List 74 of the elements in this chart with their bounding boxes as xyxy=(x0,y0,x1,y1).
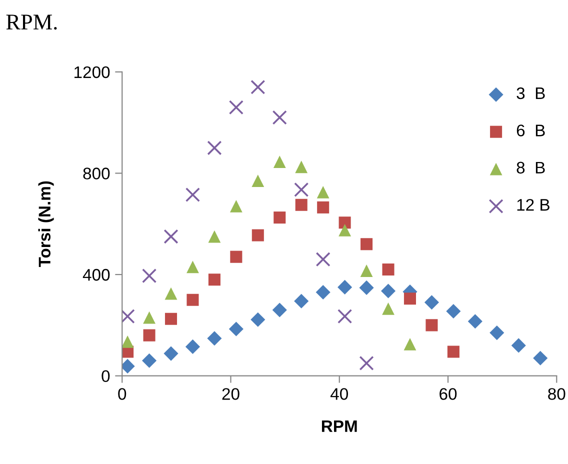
point xyxy=(250,80,266,94)
point xyxy=(360,264,373,277)
point xyxy=(316,284,330,300)
point xyxy=(250,312,266,327)
point xyxy=(228,322,244,336)
x-axis-title: RPM xyxy=(322,420,357,432)
point xyxy=(316,252,330,267)
point xyxy=(252,174,264,188)
point xyxy=(295,198,308,211)
point xyxy=(122,335,134,348)
legend-label: 3 B xyxy=(516,87,545,100)
point xyxy=(511,338,526,353)
point xyxy=(252,229,264,242)
y-tick-label: 400 xyxy=(82,268,110,281)
point xyxy=(338,309,352,324)
point xyxy=(295,160,308,174)
point xyxy=(468,314,482,329)
point xyxy=(426,319,438,332)
point xyxy=(207,140,222,156)
legend-label: 12 B xyxy=(517,198,550,211)
point xyxy=(272,302,287,318)
point xyxy=(533,350,548,366)
point xyxy=(317,201,330,214)
point xyxy=(404,292,416,305)
point xyxy=(380,284,396,298)
point xyxy=(164,229,178,244)
y-axis-title: Torsi (N.m) xyxy=(38,181,54,268)
point xyxy=(164,287,178,300)
x-tick-label: 20 xyxy=(222,388,240,400)
y-tick-label: 0 xyxy=(102,370,110,382)
point xyxy=(316,186,330,198)
y-tick-label: 1200 xyxy=(74,66,110,78)
point xyxy=(143,329,156,342)
point xyxy=(185,187,200,202)
x-tick-label: 80 xyxy=(548,388,566,400)
point xyxy=(446,304,461,319)
x-tick-label: 60 xyxy=(440,388,457,400)
point xyxy=(273,156,286,168)
point xyxy=(274,212,286,224)
point xyxy=(338,216,351,229)
text: RPM. xyxy=(6,14,57,30)
point xyxy=(338,224,352,236)
point xyxy=(142,353,157,368)
point xyxy=(424,295,439,310)
point xyxy=(142,268,157,284)
point xyxy=(382,302,394,315)
point xyxy=(185,339,200,354)
point xyxy=(143,311,156,324)
point xyxy=(294,182,309,197)
point xyxy=(164,312,178,325)
point xyxy=(208,230,221,243)
x-tick-label: 40 xyxy=(330,388,348,400)
point xyxy=(207,331,222,346)
point xyxy=(228,100,244,115)
point xyxy=(404,338,416,350)
point xyxy=(186,260,199,274)
x-tick-label: 0 xyxy=(118,388,126,400)
point xyxy=(338,280,352,294)
point xyxy=(230,200,242,212)
legend-label: 8 B xyxy=(516,162,545,174)
point xyxy=(359,356,374,370)
point xyxy=(208,274,220,286)
point xyxy=(360,238,373,250)
point xyxy=(359,280,374,295)
point xyxy=(272,110,287,125)
point xyxy=(230,250,242,263)
point xyxy=(382,263,394,276)
y-tick-label: 800 xyxy=(83,168,110,180)
point xyxy=(294,294,309,308)
point xyxy=(447,346,460,358)
point xyxy=(186,294,199,306)
point xyxy=(490,326,504,340)
point xyxy=(164,346,178,361)
legend-label: 6 B xyxy=(516,124,545,136)
